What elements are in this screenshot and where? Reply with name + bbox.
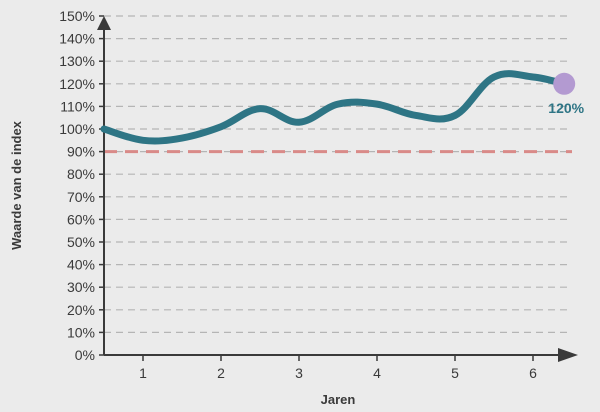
x-tick-label: 4 — [373, 365, 381, 381]
y-tick-label: 90% — [67, 144, 95, 160]
end-value-label: 120% — [548, 100, 584, 116]
x-tick-label: 5 — [451, 365, 459, 381]
end-point-marker — [553, 73, 575, 95]
tick-label-layer: 0% 10% 20% 30% 40% 50% 60% 70% 80% 90% 100% 110% 120… — [59, 8, 537, 381]
x-tick-label: 1 — [139, 365, 147, 381]
y-tick-label: 140% — [59, 31, 95, 47]
y-tick-label: 120% — [59, 76, 95, 92]
y-tick-label: 0% — [75, 347, 95, 363]
y-tick-label: 20% — [67, 302, 95, 318]
x-tick-label: 6 — [529, 365, 537, 381]
y-axis-arrow — [97, 16, 111, 30]
x-tick-label: 3 — [295, 365, 303, 381]
y-tick-label: 50% — [67, 234, 95, 250]
y-tick-label: 80% — [67, 166, 95, 182]
x-tick-label: 2 — [217, 365, 225, 381]
x-axis-title: Jaren — [321, 392, 356, 407]
y-tick-label: 40% — [67, 257, 95, 273]
y-tick-label: 30% — [67, 279, 95, 295]
y-tick-label: 110% — [60, 98, 95, 114]
y-tick-label: 150% — [59, 8, 95, 24]
grid-layer — [104, 16, 572, 332]
y-tick-label: 130% — [59, 53, 95, 69]
y-tick-label: 70% — [67, 189, 95, 205]
y-axis-title: Waarde van de index — [9, 120, 24, 250]
y-tick-label: 60% — [67, 211, 95, 227]
y-tick-label: 10% — [67, 324, 95, 340]
y-tick-label: 100% — [59, 121, 95, 137]
x-axis-arrow — [558, 348, 578, 362]
